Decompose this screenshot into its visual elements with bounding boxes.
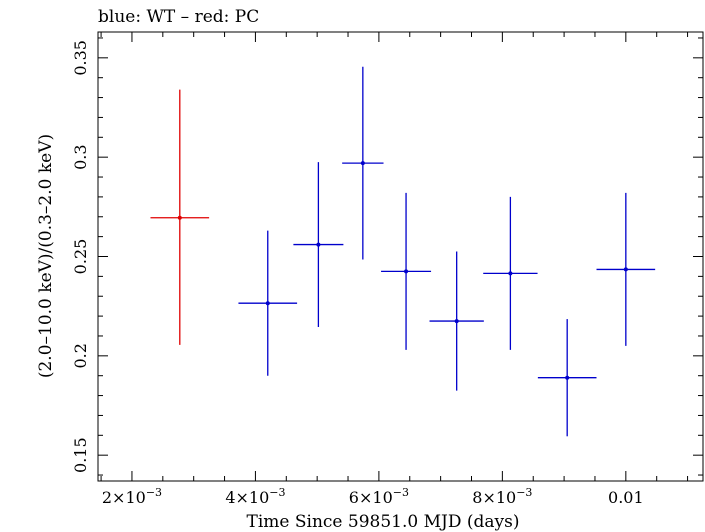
axis-ticks xyxy=(98,32,703,481)
x-tick-label-mantissa: 8×10 xyxy=(472,488,516,507)
x-tick-label-mantissa: 6×10 xyxy=(349,488,393,507)
y-tick-label: 0.35 xyxy=(71,40,90,76)
chart-title: blue: WT – red: PC xyxy=(98,7,259,27)
data-point xyxy=(454,319,459,324)
y-tick-label: 0.3 xyxy=(71,144,90,169)
x-tick-label: 0.01 xyxy=(608,488,644,507)
x-tick-label-mantissa: 0.01 xyxy=(608,488,644,507)
series-pc xyxy=(150,89,210,345)
series-wt xyxy=(238,66,656,437)
data-marks xyxy=(150,66,656,437)
y-tick-label: 0.2 xyxy=(71,343,90,368)
x-tick-label-exponent: −3 xyxy=(393,486,409,499)
x-tick-label: 2×10−3 xyxy=(102,486,162,507)
x-tick-label: 6×10−3 xyxy=(349,486,409,507)
x-tick-label-exponent: −3 xyxy=(146,486,162,499)
x-tick-label-mantissa: 4×10 xyxy=(225,488,269,507)
tick-labels: 2×10−3 4×10−3 6×10−3 8×10−3 0.010.150.20.250… xyxy=(71,40,644,507)
data-point xyxy=(316,242,321,247)
data-point xyxy=(404,269,409,274)
x-tick-label: 4×10−3 xyxy=(225,486,285,507)
data-point xyxy=(177,215,182,220)
y-tick-label: 0.15 xyxy=(71,437,90,473)
data-point xyxy=(265,301,270,306)
data-point xyxy=(360,161,365,166)
x-tick-label-exponent: −3 xyxy=(269,486,285,499)
data-point xyxy=(508,271,513,276)
plot-frame xyxy=(97,31,704,482)
x-axis-label: Time Since 59851.0 MJD (days) xyxy=(247,512,520,532)
y-axis-label: (2.0–10.0 keV)/(0.3–2.0 keV) xyxy=(36,134,56,378)
y-tick-label: 0.25 xyxy=(71,239,90,275)
data-point xyxy=(623,267,628,272)
data-point xyxy=(565,375,570,380)
x-tick-label-mantissa: 2×10 xyxy=(102,488,146,507)
x-tick-label: 8×10−3 xyxy=(472,486,532,507)
x-tick-label-exponent: −3 xyxy=(516,486,532,499)
